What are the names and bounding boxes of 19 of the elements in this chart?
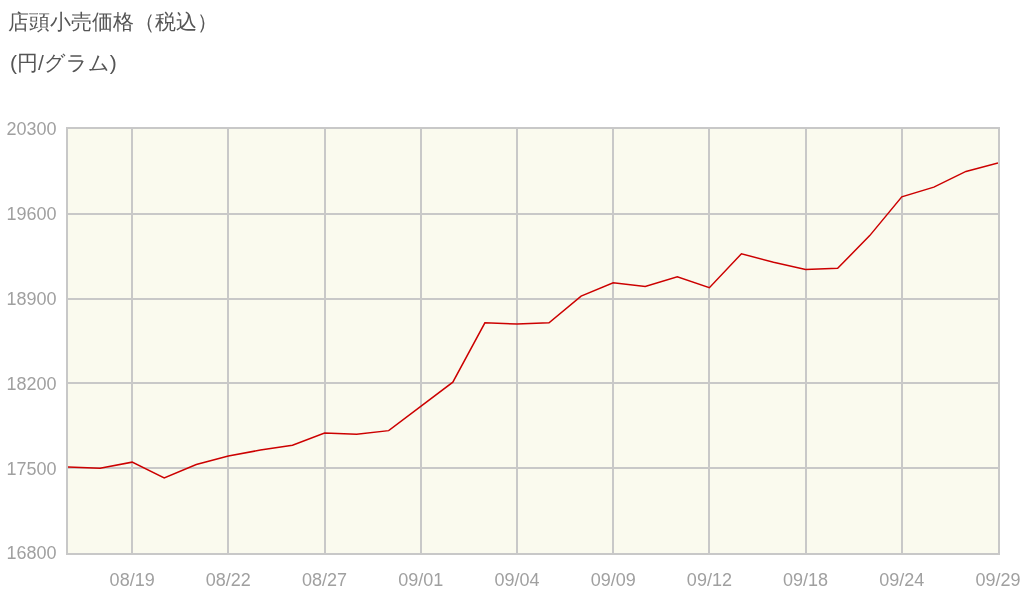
x-tick-label: 09/12	[686, 570, 732, 591]
x-tick-label: 09/18	[783, 570, 829, 591]
x-tick-label: 09/01	[398, 570, 444, 591]
y-tick-label: 16800	[6, 543, 57, 564]
y-tick-label: 18900	[6, 288, 57, 309]
x-tick-label: 08/19	[109, 570, 155, 591]
y-tick-label: 20300	[6, 119, 57, 140]
line-series	[68, 162, 998, 479]
chart-title: 店頭小売価格（税込）	[8, 10, 218, 34]
x-tick-label: 09/24	[879, 570, 925, 591]
x-tick-label: 09/09	[590, 570, 636, 591]
chart-subtitle: (円/グラム)	[10, 51, 117, 74]
y-tick-label: 19600	[6, 204, 57, 225]
x-tick-label: 09/04	[494, 570, 540, 591]
y-tick-label: 17500	[6, 458, 57, 479]
x-tick-label: 08/27	[302, 570, 348, 591]
y-tick-label: 18200	[6, 373, 57, 394]
x-tick-label: 08/22	[205, 570, 251, 591]
x-tick-label: 09/29	[975, 570, 1021, 591]
